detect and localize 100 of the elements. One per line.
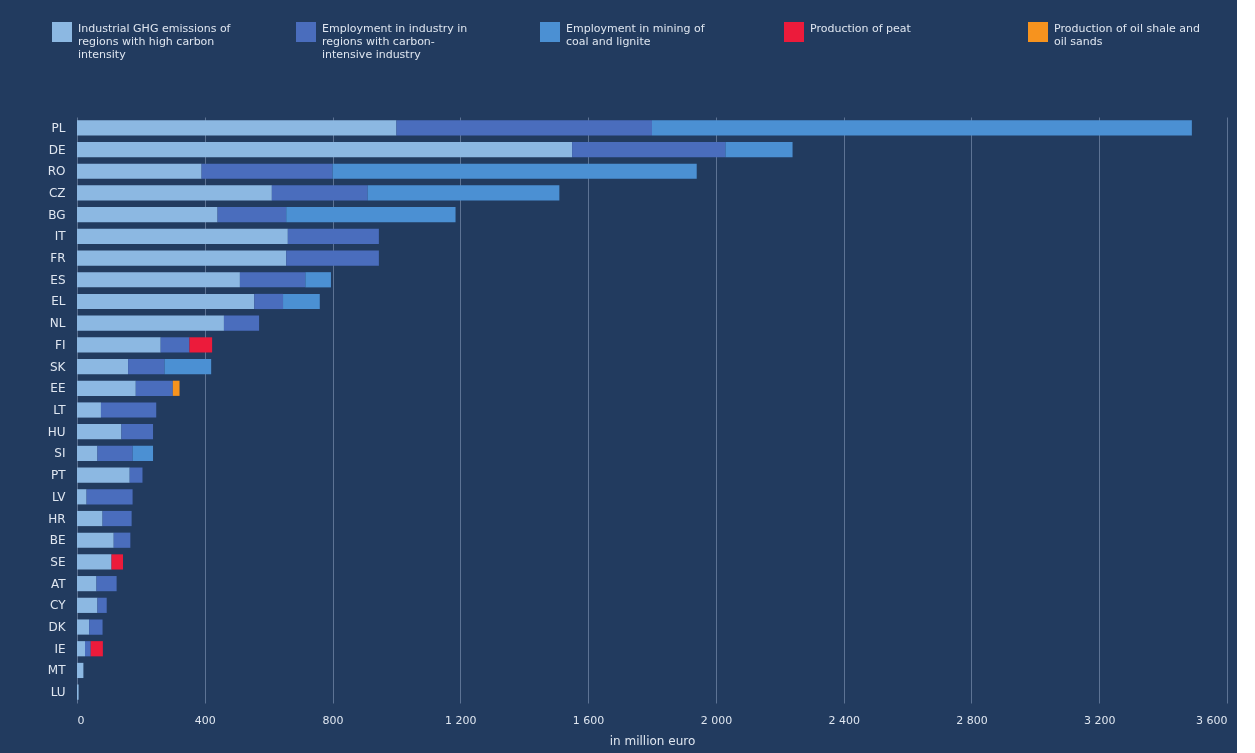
bar xyxy=(332,163,697,179)
bar xyxy=(725,141,793,158)
legend-label: Employment in mining of coal and lignite xyxy=(566,22,706,48)
bar xyxy=(271,185,368,201)
x-tick-label: 3 200 xyxy=(1083,713,1116,727)
bar xyxy=(77,228,288,244)
y-tick-label: SE xyxy=(50,554,66,569)
legend-label: Employment in industry in regions with carbon-intensive industry xyxy=(322,22,468,61)
bar xyxy=(129,467,143,483)
bar xyxy=(283,293,320,310)
bar xyxy=(77,619,90,635)
bar xyxy=(128,359,165,375)
bar xyxy=(77,510,103,527)
bar xyxy=(86,489,133,505)
bar xyxy=(396,120,652,136)
x-tick-label: 1 200 xyxy=(445,713,477,727)
x-tick-label: 2 400 xyxy=(828,713,860,727)
bar xyxy=(77,641,85,657)
bar xyxy=(189,337,213,353)
x-tick-label: 2 800 xyxy=(956,713,988,727)
bar xyxy=(132,445,154,461)
y-tick-label: AT xyxy=(50,576,67,591)
bar xyxy=(89,619,103,635)
x-axis-title: in million euro xyxy=(609,733,696,748)
bar xyxy=(652,120,1192,136)
y-tick-label: IT xyxy=(54,229,67,244)
bar xyxy=(160,337,190,353)
bar xyxy=(217,207,287,223)
bar xyxy=(286,250,379,266)
bar xyxy=(77,532,114,548)
y-tick-label: HU xyxy=(47,424,66,439)
bar xyxy=(77,120,397,136)
bar xyxy=(77,554,112,570)
y-tick-label: CZ xyxy=(48,185,66,200)
bar xyxy=(77,424,122,440)
bar xyxy=(367,185,560,201)
bar xyxy=(121,424,154,440)
bar xyxy=(172,380,180,396)
bar xyxy=(111,554,123,570)
bar xyxy=(77,662,84,679)
x-tick-label: 3 600 xyxy=(1196,713,1228,727)
legend-label: Production of oil shale and oil sands xyxy=(1054,22,1200,48)
y-tick-label: ES xyxy=(50,272,66,287)
y-tick-label: LU xyxy=(50,685,66,700)
bar xyxy=(77,293,255,310)
x-tick-label: 400 xyxy=(194,713,216,727)
bar xyxy=(102,510,132,527)
bar xyxy=(77,489,87,505)
y-tick-label: DE xyxy=(48,142,66,157)
legend-label: Industrial GHG emissions of regions with high carbon intensity xyxy=(78,22,232,61)
y-tick-label: BE xyxy=(49,533,66,548)
bar xyxy=(77,272,240,288)
bar xyxy=(77,141,573,158)
x-tick-label: 1 600 xyxy=(572,713,605,727)
bar xyxy=(96,576,117,592)
y-tick-label: HR xyxy=(48,511,66,526)
y-tick-label: SK xyxy=(50,359,67,374)
bar xyxy=(77,315,224,331)
y-tick-label: FR xyxy=(50,251,66,266)
y-tick-label: CY xyxy=(50,598,67,613)
bar xyxy=(84,641,91,657)
bar xyxy=(77,445,98,461)
bar xyxy=(97,597,107,613)
bar xyxy=(90,641,103,657)
bar xyxy=(77,467,130,483)
bar xyxy=(254,293,284,310)
bar xyxy=(287,228,379,244)
y-tick-label: MT xyxy=(47,663,67,678)
x-tick-label: 2 000 xyxy=(700,713,733,727)
bar xyxy=(305,272,331,288)
bar xyxy=(77,380,136,396)
bar xyxy=(77,250,287,266)
bar xyxy=(77,207,218,223)
y-tick-label: RO xyxy=(47,164,66,179)
y-tick-label: IE xyxy=(54,641,66,656)
y-tick-label: NL xyxy=(49,316,66,331)
bar xyxy=(77,163,202,179)
bar xyxy=(100,402,157,418)
x-tick-label: 800 xyxy=(322,713,344,727)
y-tick-label: DK xyxy=(48,620,67,635)
bar xyxy=(164,359,212,375)
y-tick-label: SI xyxy=(54,446,66,461)
legend-label: Production of peat xyxy=(810,22,912,35)
y-tick-label: FI xyxy=(55,337,66,352)
bar xyxy=(113,532,131,548)
bar xyxy=(286,207,456,223)
y-tick-label: BG xyxy=(48,207,66,222)
y-tick-label: EE xyxy=(50,381,66,396)
y-tick-label: PT xyxy=(50,468,67,483)
bar xyxy=(135,380,173,396)
y-tick-label: PL xyxy=(51,120,66,135)
bar xyxy=(77,597,98,613)
bar xyxy=(97,445,133,461)
bar xyxy=(239,272,306,288)
bar xyxy=(572,141,726,158)
y-tick-label: EL xyxy=(51,294,66,309)
y-tick-label: LV xyxy=(51,489,67,504)
bar xyxy=(77,337,161,353)
bar xyxy=(77,576,97,592)
bar xyxy=(223,315,260,331)
